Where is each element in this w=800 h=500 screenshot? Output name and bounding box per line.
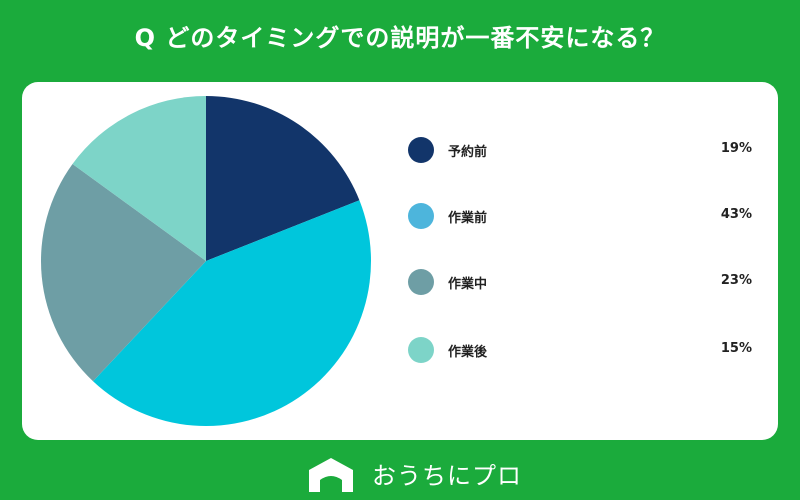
chart-title: Q どのタイミングでの説明が一番不安になる？	[134, 24, 666, 52]
legend-label: 作業前	[448, 211, 488, 226]
legend-label: 作業中	[448, 277, 488, 292]
legend-value: 15%	[720, 341, 752, 356]
legend-swatch	[408, 269, 434, 295]
brand-name: おうちにプロ	[372, 462, 522, 490]
house-icon	[309, 458, 353, 492]
legend-label: 作業後	[448, 345, 488, 360]
pie-slice-3	[40, 164, 206, 382]
legend-value: 19%	[720, 141, 752, 156]
legend-item: 予約前 19%	[22, 135, 778, 165]
legend-label: 予約前	[448, 145, 488, 160]
legend-swatch	[408, 203, 434, 229]
legend-item: 作業後 15%	[22, 335, 778, 365]
legend-value: 23%	[720, 273, 752, 288]
chart-card: 予約前 19% 作業前 43% 作業中 23% 作業後 15%	[22, 82, 778, 440]
legend-value: 43%	[720, 207, 752, 222]
pie-slice-1	[206, 96, 360, 261]
legend-item: 作業前 43%	[22, 201, 778, 231]
legend-item: 作業中 23%	[22, 267, 778, 297]
pie-chart	[40, 96, 371, 426]
pie-slice-4	[72, 96, 206, 261]
footer: おうちにプロ	[0, 452, 800, 492]
legend-swatch	[408, 137, 434, 163]
legend-swatch	[408, 337, 434, 363]
pie-slice-2	[93, 200, 371, 426]
